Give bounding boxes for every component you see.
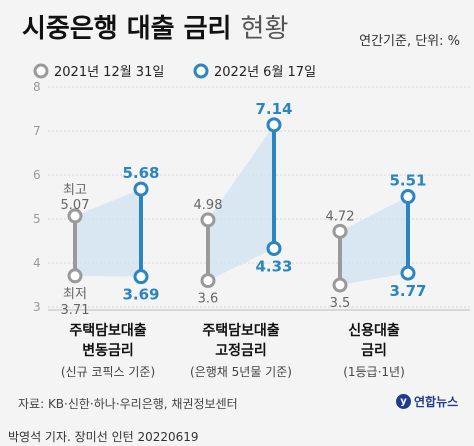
y-tick-label: 7 [33, 124, 41, 138]
old-low-label: 3.5 [330, 296, 351, 311]
new-high-label: 5.68 [122, 164, 159, 182]
category-note: (1등급·1년) [343, 365, 405, 379]
old-high-point [200, 212, 216, 228]
new-low-label: 4.33 [255, 257, 292, 275]
old-high-label: 4.98 [194, 198, 223, 213]
publisher-logo: y 연합뉴스 [396, 393, 458, 410]
new-low-label: 3.69 [122, 286, 159, 304]
new-low-point [400, 265, 416, 281]
old-low-point [332, 277, 348, 293]
credit-text: 박영석 기자. 장미선 인턴 20220619 [8, 430, 199, 444]
low-annotation: 최저 [63, 287, 87, 302]
source-text: 자료: KB·신한·하나·우리은행, 채권정보센터 [18, 397, 238, 411]
category-label-line1: 주택담보대출 [69, 322, 146, 339]
legend-marker-old [33, 63, 49, 79]
category-label-line1: 주택담보대출 [202, 322, 279, 339]
logo-text: 연합뉴스 [414, 395, 459, 409]
y-tick-label: 3 [33, 300, 41, 314]
old-high-label: 4.72 [326, 209, 355, 224]
logo-mark-icon: y [396, 394, 411, 409]
range-band [340, 196, 408, 285]
y-tick-label: 8 [33, 80, 41, 94]
legend-label-new: 2022년 6월 17일 [214, 65, 316, 80]
old-high-point [332, 223, 348, 239]
y-tick-label: 4 [33, 256, 41, 270]
old-low-label: 3.6 [198, 292, 219, 307]
old-high-point [67, 208, 83, 224]
legend-label-old: 2021년 12월 31일 [54, 65, 164, 80]
new-low-point [266, 240, 282, 256]
new-low-point [133, 269, 149, 285]
category-label-line2: 변동금리 [82, 343, 134, 359]
category-label-line2: 고정금리 [215, 342, 267, 359]
title-sub: 현황 [240, 14, 289, 44]
new-low-label: 3.77 [389, 282, 426, 300]
category-label-line1: 신용대출 [348, 322, 400, 339]
new-high-point [266, 117, 282, 133]
category-label-line2: 금리 [361, 343, 387, 359]
new-high-label: 5.51 [389, 172, 426, 190]
old-low-label: 3.71 [61, 303, 90, 318]
category-note: (은행채 5년물 기준) [190, 364, 292, 379]
new-high-point [133, 181, 149, 197]
category-note: (신규 코픽스 기준) [61, 365, 155, 379]
title-main: 시중은행 대출 금리 [22, 14, 232, 44]
old-low-point [67, 268, 83, 284]
high-annotation: 최고 [63, 183, 87, 198]
page-title: 시중은행 대출 금리 현황 [22, 8, 288, 45]
legend-marker-new [193, 63, 209, 79]
range-band [75, 189, 141, 277]
y-tick-label: 5 [33, 212, 41, 226]
y-tick-label: 6 [33, 168, 41, 182]
unit-label: 연간기준, 단위: % [359, 34, 460, 49]
new-high-label: 7.14 [255, 100, 292, 118]
old-low-point [200, 273, 216, 289]
range-band [208, 124, 274, 281]
new-high-point [400, 189, 416, 205]
old-high-label: 5.07 [61, 198, 90, 213]
